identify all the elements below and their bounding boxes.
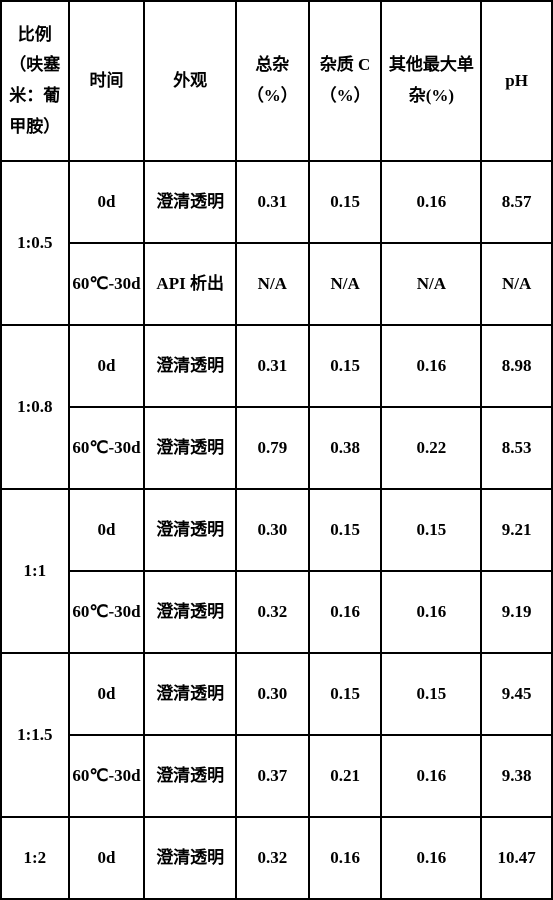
header-total: 总杂（%）: [236, 1, 309, 161]
cell-total: 0.79: [236, 407, 309, 489]
header-ph: pH: [481, 1, 552, 161]
cell-appearance: 澄清透明: [144, 489, 235, 571]
cell-time: 0d: [69, 489, 145, 571]
cell-ph: 9.45: [481, 653, 552, 735]
header-other: 其他最大单杂(%): [381, 1, 481, 161]
cell-total: 0.31: [236, 325, 309, 407]
cell-other: 0.16: [381, 325, 481, 407]
table-row: 1:2 0d 澄清透明 0.32 0.16 0.16 10.47: [1, 817, 552, 899]
cell-ratio: 1:0.5: [1, 161, 69, 325]
cell-ph: N/A: [481, 243, 552, 325]
cell-total: 0.30: [236, 489, 309, 571]
cell-impc: 0.16: [309, 571, 382, 653]
cell-ph: 8.57: [481, 161, 552, 243]
cell-ph: 9.21: [481, 489, 552, 571]
table-row: 60℃-30d 澄清透明 0.79 0.38 0.22 8.53: [1, 407, 552, 489]
cell-impc: 0.16: [309, 817, 382, 899]
cell-ph: 8.98: [481, 325, 552, 407]
cell-impc: 0.15: [309, 325, 382, 407]
cell-other: 0.15: [381, 653, 481, 735]
cell-total: 0.30: [236, 653, 309, 735]
header-time: 时间: [69, 1, 145, 161]
cell-impc: 0.15: [309, 161, 382, 243]
cell-time: 0d: [69, 161, 145, 243]
cell-total: 0.32: [236, 817, 309, 899]
cell-total: 0.31: [236, 161, 309, 243]
table-row: 1:0.5 0d 澄清透明 0.31 0.15 0.16 8.57: [1, 161, 552, 243]
cell-other: 0.16: [381, 161, 481, 243]
cell-appearance: 澄清透明: [144, 407, 235, 489]
cell-appearance: 澄清透明: [144, 325, 235, 407]
table-row: 60℃-30d API 析出 N/A N/A N/A N/A: [1, 243, 552, 325]
cell-total: N/A: [236, 243, 309, 325]
cell-other: 0.16: [381, 571, 481, 653]
cell-total: 0.37: [236, 735, 309, 817]
cell-time: 60℃-30d: [69, 735, 145, 817]
cell-impc: 0.38: [309, 407, 382, 489]
cell-appearance: 澄清透明: [144, 161, 235, 243]
cell-impc: 0.21: [309, 735, 382, 817]
cell-ph: 9.19: [481, 571, 552, 653]
cell-ratio: 1:1: [1, 489, 69, 653]
data-table: 比例（呋塞米：葡甲胺） 时间 外观 总杂（%） 杂质 C（%） 其他最大单杂(%…: [0, 0, 553, 900]
cell-impc: 0.15: [309, 489, 382, 571]
table-row: 1:1.5 0d 澄清透明 0.30 0.15 0.15 9.45: [1, 653, 552, 735]
cell-appearance: 澄清透明: [144, 571, 235, 653]
cell-other: 0.16: [381, 735, 481, 817]
cell-time: 60℃-30d: [69, 243, 145, 325]
cell-ratio: 1:1.5: [1, 653, 69, 817]
cell-time: 60℃-30d: [69, 407, 145, 489]
cell-time: 0d: [69, 817, 145, 899]
header-appearance: 外观: [144, 1, 235, 161]
table-row: 60℃-30d 澄清透明 0.32 0.16 0.16 9.19: [1, 571, 552, 653]
cell-appearance: API 析出: [144, 243, 235, 325]
cell-other: 0.15: [381, 489, 481, 571]
cell-time: 0d: [69, 653, 145, 735]
cell-ph: 9.38: [481, 735, 552, 817]
cell-appearance: 澄清透明: [144, 817, 235, 899]
cell-time: 0d: [69, 325, 145, 407]
table-row: 1:1 0d 澄清透明 0.30 0.15 0.15 9.21: [1, 489, 552, 571]
cell-other: 0.22: [381, 407, 481, 489]
cell-time: 60℃-30d: [69, 571, 145, 653]
table-header-row: 比例（呋塞米：葡甲胺） 时间 外观 总杂（%） 杂质 C（%） 其他最大单杂(%…: [1, 1, 552, 161]
cell-ph: 10.47: [481, 817, 552, 899]
header-ratio: 比例（呋塞米：葡甲胺）: [1, 1, 69, 161]
cell-impc: 0.15: [309, 653, 382, 735]
table-row: 60℃-30d 澄清透明 0.37 0.21 0.16 9.38: [1, 735, 552, 817]
cell-other: 0.16: [381, 817, 481, 899]
cell-impc: N/A: [309, 243, 382, 325]
cell-ph: 8.53: [481, 407, 552, 489]
header-impc: 杂质 C（%）: [309, 1, 382, 161]
cell-total: 0.32: [236, 571, 309, 653]
table-row: 1:0.8 0d 澄清透明 0.31 0.15 0.16 8.98: [1, 325, 552, 407]
cell-ratio: 1:2: [1, 817, 69, 899]
cell-other: N/A: [381, 243, 481, 325]
cell-appearance: 澄清透明: [144, 735, 235, 817]
cell-ratio: 1:0.8: [1, 325, 69, 489]
cell-appearance: 澄清透明: [144, 653, 235, 735]
